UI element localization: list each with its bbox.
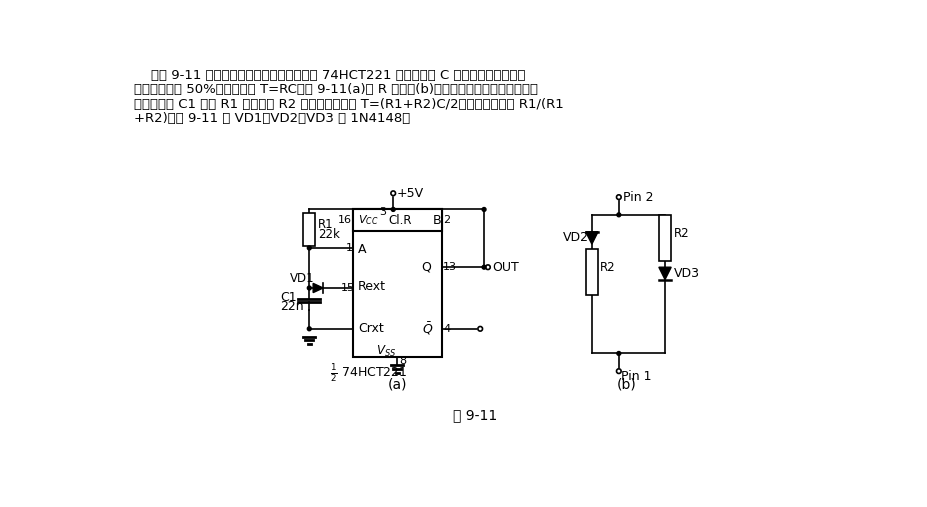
Circle shape [616, 195, 620, 199]
Text: $\bar{Q}$: $\bar{Q}$ [421, 320, 433, 337]
Bar [353, 209, 441, 357]
Circle shape [307, 246, 311, 250]
Text: 如图 9-11 所示。自激振荡器主要由集成块 74HCT221 组成。电容 C 以相同的速率充、放: 如图 9-11 所示。自激振荡器主要由集成块 74HCT221 组成。电容 C … [133, 68, 525, 82]
Text: OUT: OUT [491, 261, 518, 274]
Polygon shape [585, 232, 597, 244]
Text: $\frac{1}{2}$ 74HCT221: $\frac{1}{2}$ 74HCT221 [330, 361, 407, 384]
Text: 空比，此时 C1 通过 R1 充电并由 R2 放电，振荡周期 T=(R1+R2)C/2，占空比近似为 R1/(R1: 空比，此时 C1 通过 R1 充电并由 R2 放电，振荡周期 T=(R1+R2)… [133, 98, 563, 111]
Text: $V_{CC}$: $V_{CC}$ [358, 213, 378, 227]
Circle shape [390, 191, 395, 196]
Text: R1: R1 [317, 219, 333, 231]
Circle shape [307, 286, 311, 290]
Text: Pin 1: Pin 1 [620, 370, 651, 383]
Text: 22n: 22n [280, 300, 303, 313]
Circle shape [485, 265, 489, 270]
Text: B: B [432, 214, 440, 227]
Text: 8: 8 [399, 356, 406, 366]
Text: Rext: Rext [358, 280, 386, 293]
Bar [585, 249, 597, 295]
Text: (a): (a) [387, 377, 406, 391]
Polygon shape [312, 283, 323, 293]
Text: 13: 13 [443, 262, 457, 272]
Text: $V_{SS}$: $V_{SS}$ [375, 344, 396, 359]
Circle shape [477, 327, 482, 331]
Text: Crxt: Crxt [358, 322, 383, 335]
Circle shape [616, 369, 620, 374]
Text: +5V: +5V [396, 187, 423, 200]
Text: Pin 2: Pin 2 [622, 191, 653, 204]
Circle shape [616, 351, 620, 355]
Text: VD2: VD2 [562, 231, 588, 244]
Text: C1: C1 [280, 291, 297, 304]
Polygon shape [658, 267, 670, 279]
Text: 图 9-11: 图 9-11 [453, 408, 497, 422]
Text: Q: Q [421, 261, 431, 274]
Text: R2: R2 [600, 261, 616, 274]
Circle shape [482, 265, 486, 269]
Circle shape [391, 207, 395, 211]
Bar [303, 213, 315, 245]
Text: 15: 15 [340, 283, 354, 293]
Text: R2: R2 [673, 227, 689, 240]
Text: 电，占空比为 50%，振荡周期 T=RC。图 9-11(a)的 R 可由图(b)来代替，以得到其它所需的占: 电，占空比为 50%，振荡周期 T=RC。图 9-11(a)的 R 可由图(b)… [133, 83, 537, 96]
Text: VD3: VD3 [674, 267, 700, 280]
Text: +R2)。图 9-11 中 VD1、VD2、VD3 为 1N4148。: +R2)。图 9-11 中 VD1、VD2、VD3 为 1N4148。 [133, 113, 410, 125]
Text: 2: 2 [443, 215, 450, 225]
Text: 3: 3 [378, 207, 386, 217]
Text: VD1: VD1 [290, 272, 314, 285]
Text: 4: 4 [443, 324, 450, 334]
Text: Cl.R: Cl.R [388, 214, 412, 227]
Bar [353, 209, 441, 231]
Circle shape [616, 213, 620, 217]
Text: 16: 16 [337, 215, 351, 225]
Circle shape [482, 207, 486, 211]
Circle shape [307, 327, 311, 331]
Text: A: A [358, 243, 366, 256]
Text: 22k: 22k [317, 228, 339, 241]
Bar [658, 215, 670, 261]
Text: (b): (b) [616, 377, 636, 391]
Text: 1: 1 [345, 243, 352, 253]
